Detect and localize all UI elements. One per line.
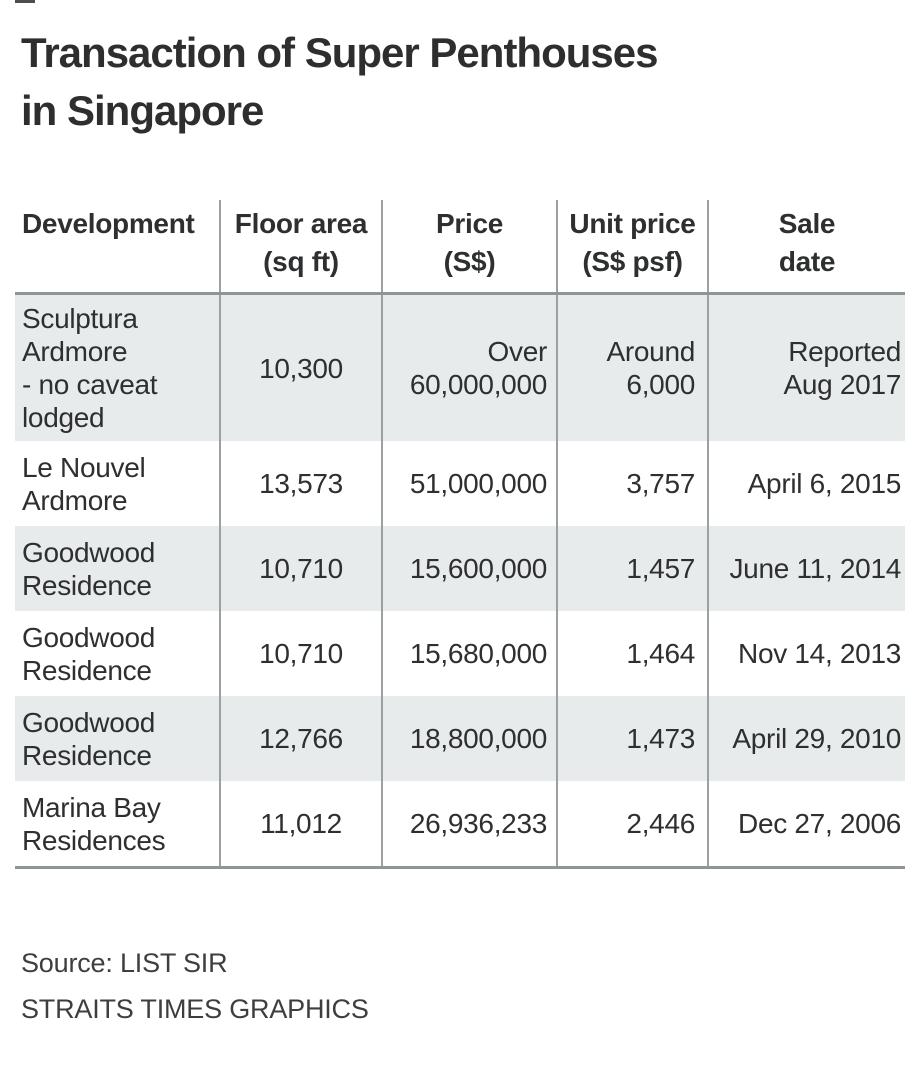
cell-sale-date: Nov 14, 2013 xyxy=(707,611,905,696)
cell-floor-area: 10,710 xyxy=(219,611,381,696)
header-rule xyxy=(15,292,905,295)
cell-development: Marina Bay Residences xyxy=(22,791,166,856)
cell-unit-price: 3,757 xyxy=(556,441,707,526)
cell-development: Sculptura Ardmore - no caveat lodged xyxy=(22,303,158,433)
cell-price: Over 60,000,000 xyxy=(381,295,556,441)
table-row: Sculptura Ardmore - no caveat lodged 10,… xyxy=(15,295,905,441)
cell-floor-area: 10,710 xyxy=(219,526,381,611)
source-text: Source: LIST SIR xyxy=(21,948,228,978)
cell-floor-area: 11,012 xyxy=(219,781,381,866)
cell-sale-date: Dec 27, 2006 xyxy=(707,781,905,866)
corner-mark xyxy=(15,0,35,3)
cell-sale-date: June 11, 2014 xyxy=(707,526,905,611)
cell-unit-price: 1,464 xyxy=(556,611,707,696)
cell-development: Goodwood Residence xyxy=(22,706,156,771)
table-row: Goodwood Residence 12,766 18,800,000 1,4… xyxy=(15,696,905,781)
cell-sale-date: Reported Aug 2017 xyxy=(707,295,905,441)
cell-unit-price: 2,446 xyxy=(556,781,707,866)
table-header-row: Development Floor area (sq ft) Price (S$… xyxy=(15,200,905,292)
cell-price: 26,936,233 xyxy=(381,781,556,866)
cell-sale-date: April 29, 2010 xyxy=(707,696,905,781)
cell-price: 18,800,000 xyxy=(381,696,556,781)
header-price: Price (S$) xyxy=(381,200,556,292)
cell-unit-price: 1,457 xyxy=(556,526,707,611)
cell-floor-area: 10,300 xyxy=(219,295,381,441)
cell-development: Le Nouvel Ardmore xyxy=(22,451,146,516)
page-title: Transaction of Super Penthouses in Singa… xyxy=(21,29,658,134)
cell-development: Goodwood Residence xyxy=(22,621,156,686)
table-row: Goodwood Residence 10,710 15,680,000 1,4… xyxy=(15,611,905,696)
cell-development: Goodwood Residence xyxy=(22,536,156,601)
source-block: Source: LIST SIR STRAITS TIMES GRAPHICS xyxy=(21,940,369,1032)
cell-sale-date: April 6, 2015 xyxy=(707,441,905,526)
header-development: Development xyxy=(22,208,195,239)
cell-floor-area: 13,573 xyxy=(219,441,381,526)
cell-unit-price: Around 6,000 xyxy=(556,295,707,441)
table-row: Goodwood Residence 10,710 15,600,000 1,4… xyxy=(15,526,905,611)
transactions-table: Development Floor area (sq ft) Price (S$… xyxy=(15,200,905,869)
cell-price: 15,680,000 xyxy=(381,611,556,696)
header-unit-price: Unit price (S$ psf) xyxy=(556,200,707,292)
bottom-rule xyxy=(15,866,905,869)
header-sale-date: Sale date xyxy=(707,200,905,292)
credit-text: STRAITS TIMES GRAPHICS xyxy=(21,994,369,1024)
table-row: Le Nouvel Ardmore 13,573 51,000,000 3,75… xyxy=(15,441,905,526)
cell-floor-area: 12,766 xyxy=(219,696,381,781)
cell-price: 15,600,000 xyxy=(381,526,556,611)
table-row: Marina Bay Residences 11,012 26,936,233 … xyxy=(15,781,905,866)
header-floor-area: Floor area (sq ft) xyxy=(219,200,381,292)
cell-price: 51,000,000 xyxy=(381,441,556,526)
cell-unit-price: 1,473 xyxy=(556,696,707,781)
